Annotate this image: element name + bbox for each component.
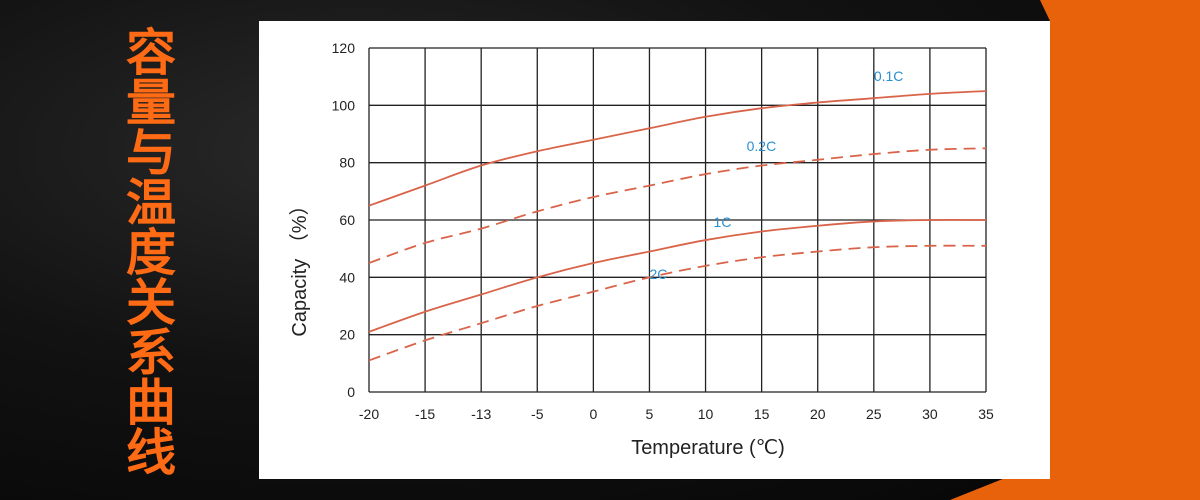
y-axis-title: Capacity （%） [288,195,311,336]
x-tick-label: 10 [698,406,714,422]
series-label: 0.2C [747,138,777,154]
series-line-0-2c [368,147,987,264]
y-tick-label: 80 [339,155,355,171]
page-title: 容量与温度关系曲线 [118,26,176,476]
x-tick-label: -13 [471,406,491,422]
y-tick-label: 120 [332,40,356,56]
x-tick-label: 20 [810,406,826,422]
y-tick-label: 100 [332,97,356,113]
grid [368,47,987,393]
x-tick-label: 15 [754,406,770,422]
series-labels: 0.1C 0.2C 1C 2C [649,68,903,282]
series-line-2c [368,244,987,362]
x-tick-label: 5 [646,406,654,422]
x-tick-label: 30 [922,406,938,422]
y-tick-label: 60 [339,212,355,228]
y-tick-label: 0 [347,384,355,400]
x-tick-label: -5 [531,406,544,422]
series-line-1c [368,218,987,333]
x-tick-label: -15 [415,406,435,422]
curves [368,90,987,362]
y-tick-label: 20 [339,327,355,343]
x-tick-label: 35 [978,406,994,422]
tick-labels: -20 -15 -13 -5 0 5 10 15 20 25 30 35 0 20 40 60 80 100 120 [332,40,994,422]
y-tick-label: 40 [339,269,355,285]
series-label: 1C [714,214,732,230]
capacity-temperature-chart: -20 -15 -13 -5 0 5 10 15 20 25 30 35 0 20 40 60 80 100 120… [288,40,994,459]
x-axis-title: Temperature (℃) [631,437,785,459]
series-label: 2C [649,266,667,282]
series-line-0-1c [368,90,987,207]
x-tick-label: 0 [589,406,597,422]
x-tick-label: -20 [359,406,379,422]
series-label: 0.1C [874,68,904,84]
x-tick-label: 25 [866,406,882,422]
chart-panel: -20 -15 -13 -5 0 5 10 15 20 25 30 35 0 20 40 60 80 100 120… [259,21,1050,479]
